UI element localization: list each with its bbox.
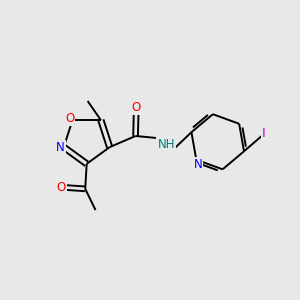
Text: N: N <box>194 158 202 171</box>
Text: I: I <box>262 127 266 140</box>
Text: O: O <box>56 181 66 194</box>
Text: N: N <box>56 141 64 154</box>
Text: O: O <box>131 101 141 114</box>
Text: NH: NH <box>158 138 175 151</box>
Text: O: O <box>65 112 74 124</box>
